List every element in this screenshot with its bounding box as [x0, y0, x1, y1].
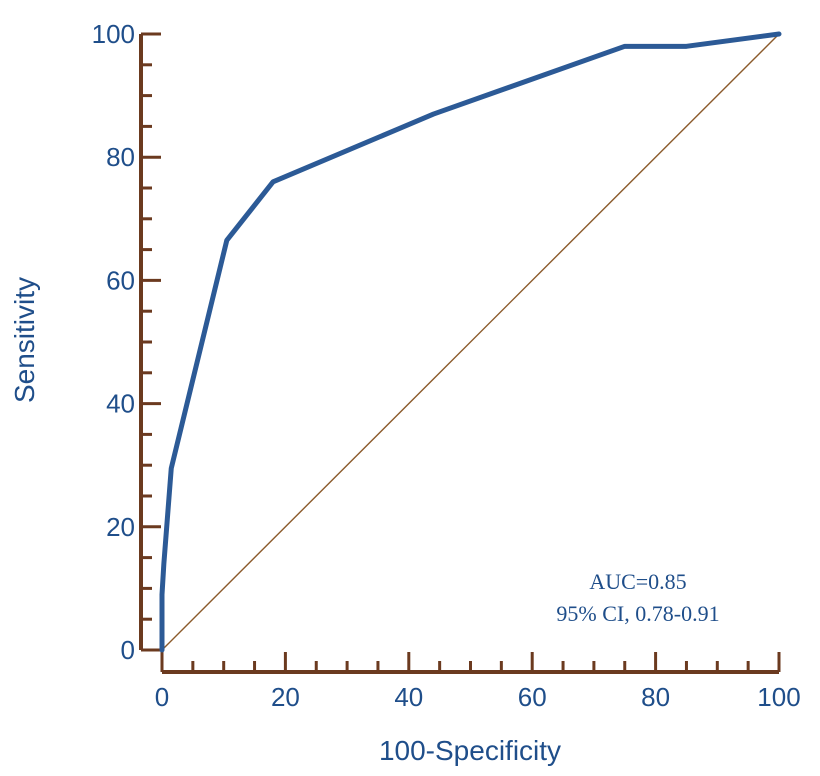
- y-tick-label: 0: [121, 635, 135, 665]
- x-tick-label: 0: [155, 682, 169, 712]
- roc-curve-line: [159, 31, 782, 653]
- y-tick-label: 80: [106, 142, 135, 172]
- y-tick-label: 100: [92, 19, 135, 49]
- x-tick-label: 60: [518, 682, 547, 712]
- x-tick-label: 20: [271, 682, 300, 712]
- x-tick-label: 40: [394, 682, 423, 712]
- x-tick-label: 80: [641, 682, 670, 712]
- auc-annotation: AUC=0.85: [589, 569, 686, 594]
- series-group: [159, 31, 782, 653]
- y-tick-label: 40: [106, 389, 135, 419]
- y-tick-label: 20: [106, 512, 135, 542]
- ticks: [141, 32, 781, 672]
- y-tick-label: 60: [106, 265, 135, 295]
- reference-diagonal-line: [161, 33, 780, 651]
- x-axis-title: 100-Specificity: [379, 735, 561, 766]
- x-tick-label: 100: [757, 682, 800, 712]
- ci-annotation: 95% CI, 0.78-0.91: [556, 601, 719, 626]
- y-axis-title: Sensitivity: [9, 277, 40, 403]
- tick-labels: 0 20 40 60 80 100 0 20 40 60 80 100: [92, 19, 801, 712]
